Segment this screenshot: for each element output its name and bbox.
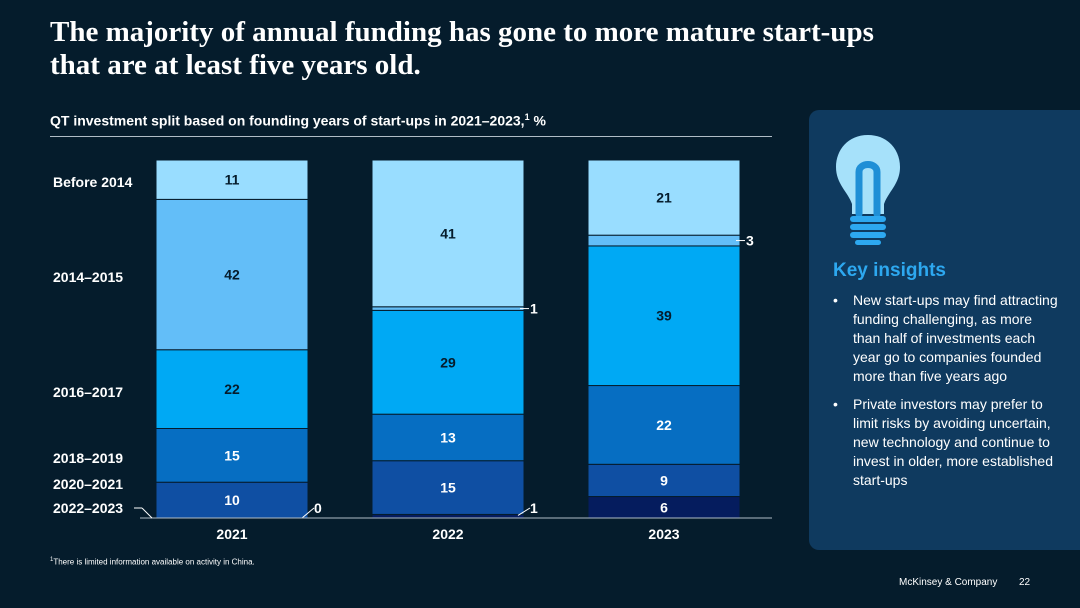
bar-segment (587, 234, 741, 247)
lightbulb-icon (836, 135, 900, 245)
bar-segment (587, 159, 741, 236)
data-label: 3 (746, 233, 754, 249)
data-label: 9 (660, 472, 668, 488)
leader-line (517, 507, 531, 516)
data-label: 6 (660, 499, 668, 515)
data-label: 13 (440, 429, 456, 445)
legend-leader (141, 507, 153, 519)
bar-segment (155, 428, 309, 483)
page-number: 22 (1019, 577, 1031, 588)
legend-label: 2016–2017 (53, 384, 123, 400)
bar-segment (155, 159, 309, 200)
insights-list: • New start-ups may find attracting fundi… (833, 291, 1061, 499)
legend-label: 2020–2021 (53, 476, 123, 492)
footnote-text: There is limited information available o… (53, 557, 255, 567)
brand-name: McKinsey & Company (899, 577, 998, 588)
footnote: 1There is limited information available … (50, 557, 255, 567)
data-label: 22 (224, 381, 240, 397)
bullet-marker: • (833, 292, 838, 308)
bar-segment (155, 198, 309, 351)
x-tick-label: 2022 (432, 526, 463, 542)
title-line-1: The majority of annual funding has gone … (50, 16, 874, 48)
legend-label: 2022–2023 (53, 500, 123, 516)
chart-subtitle-text: QT investment split based on founding ye… (50, 112, 525, 129)
data-label: 15 (440, 480, 456, 496)
insight-item: • Private investors may prefer to limit r… (833, 395, 1061, 490)
bar-segment (371, 159, 525, 308)
bar-segment (587, 463, 741, 498)
legend-label: 2018–2019 (53, 450, 123, 466)
bar-segment (371, 513, 525, 519)
bar-segment (371, 460, 525, 515)
insight-text: Private investors may prefer to limit ri… (853, 396, 1053, 488)
data-label: 22 (656, 417, 672, 433)
data-label: 1 (530, 301, 538, 317)
data-label: 42 (224, 267, 240, 283)
data-label: 39 (656, 308, 672, 324)
data-label: 0 (314, 500, 322, 516)
insight-item: • New start-ups may find attracting fundi… (833, 291, 1061, 386)
key-insights-panel: Key insights • New start-ups may find att… (809, 110, 1080, 550)
bullet-marker: • (833, 396, 838, 412)
legend-label: 2014–2015 (53, 269, 123, 285)
data-label: 11 (225, 172, 240, 188)
chart-subtitle: QT investment split based on founding ye… (50, 112, 546, 129)
data-label: 29 (440, 354, 456, 370)
footnote-mark: 1 (50, 557, 54, 563)
leader-line (301, 507, 315, 519)
bar-segment (371, 306, 525, 311)
insight-text: New start-ups may find attracting fundin… (853, 292, 1058, 384)
bar-segment (371, 309, 525, 415)
legend-label: Before 2014 (53, 174, 133, 190)
x-tick-label: 2021 (216, 526, 247, 542)
title-line-2: that are at least five years old. (50, 49, 421, 81)
data-label: 41 (440, 225, 456, 241)
data-label: 15 (224, 447, 240, 463)
bar-segment (587, 245, 741, 387)
data-label: 10 (224, 492, 240, 508)
bar-segment (155, 349, 309, 429)
x-tick-label: 2023 (648, 526, 679, 542)
data-label: 1 (530, 500, 538, 516)
data-label: 21 (656, 190, 672, 206)
chart-subtitle-unit: % (529, 112, 546, 129)
key-insights-heading: Key insights (833, 260, 946, 281)
subtitle-divider (50, 136, 772, 137)
chart-subtitle-footnote-mark: 1 (524, 112, 530, 122)
bar-segment (371, 413, 525, 462)
page-title: The majority of annual funding has gone … (50, 16, 1050, 82)
